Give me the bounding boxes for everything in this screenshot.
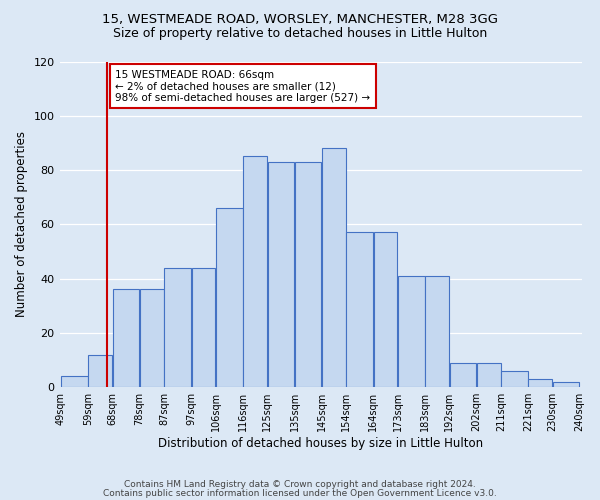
X-axis label: Distribution of detached houses by size in Little Hulton: Distribution of detached houses by size … — [158, 437, 484, 450]
Bar — [501, 371, 528, 387]
Bar — [88, 354, 112, 387]
Bar — [243, 156, 267, 387]
Bar — [295, 162, 322, 387]
Bar — [322, 148, 346, 387]
Bar — [553, 382, 580, 387]
Bar — [191, 268, 215, 387]
Bar — [216, 208, 242, 387]
Bar — [140, 290, 164, 387]
Text: Contains public sector information licensed under the Open Government Licence v3: Contains public sector information licen… — [103, 488, 497, 498]
Y-axis label: Number of detached properties: Number of detached properties — [15, 132, 28, 318]
Bar — [449, 363, 476, 387]
Bar — [398, 276, 425, 387]
Bar — [268, 162, 294, 387]
Text: Size of property relative to detached houses in Little Hulton: Size of property relative to detached ho… — [113, 28, 487, 40]
Bar — [346, 232, 373, 387]
Bar — [374, 232, 397, 387]
Bar — [477, 363, 500, 387]
Bar — [61, 376, 88, 387]
Bar — [164, 268, 191, 387]
Bar — [425, 276, 449, 387]
Text: 15 WESTMEADE ROAD: 66sqm
← 2% of detached houses are smaller (12)
98% of semi-de: 15 WESTMEADE ROAD: 66sqm ← 2% of detache… — [115, 70, 370, 103]
Text: Contains HM Land Registry data © Crown copyright and database right 2024.: Contains HM Land Registry data © Crown c… — [124, 480, 476, 489]
Bar — [529, 379, 552, 387]
Bar — [113, 290, 139, 387]
Text: 15, WESTMEADE ROAD, WORSLEY, MANCHESTER, M28 3GG: 15, WESTMEADE ROAD, WORSLEY, MANCHESTER,… — [102, 12, 498, 26]
